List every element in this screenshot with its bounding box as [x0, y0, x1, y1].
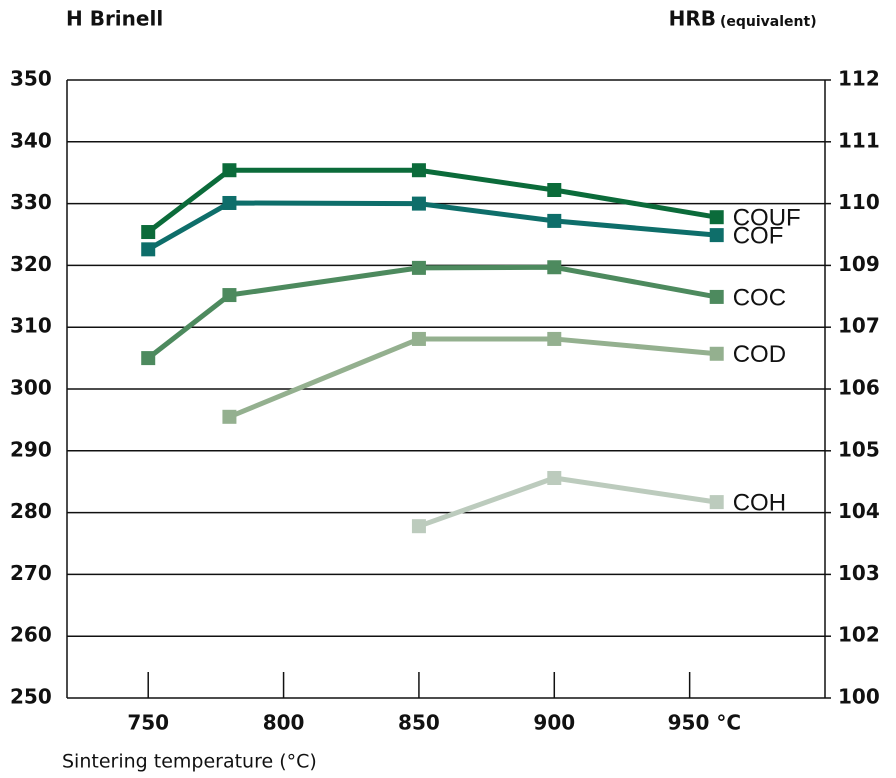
x-tick-label: 950 °C: [668, 711, 741, 735]
series-marker: [709, 495, 724, 510]
series-label: COD: [733, 341, 786, 368]
series-marker: [547, 470, 562, 485]
series-marker: [411, 519, 426, 534]
y-tick-label: 270: [10, 561, 52, 585]
series-marker: [709, 289, 724, 304]
y-tick-label: 280: [10, 499, 52, 523]
series-marker: [222, 163, 237, 178]
series-line: [418, 475, 718, 529]
x-tick-label: 900: [533, 711, 575, 735]
y-tick-label: 330: [10, 190, 52, 214]
series-marker: [222, 195, 237, 210]
series-marker: [709, 210, 724, 225]
y2-tick-label: 111: [838, 128, 880, 152]
y-axis-label: H Brinell: [66, 7, 163, 31]
series-marker: [411, 196, 426, 211]
y2-tick-label: 106: [838, 376, 880, 400]
y-tick-label: 260: [10, 623, 52, 647]
series-marker: [141, 225, 156, 240]
y2-tick-label: 102: [838, 623, 880, 647]
series-marker: [709, 228, 724, 243]
x-tick-label: 750: [127, 711, 169, 735]
series-marker: [222, 409, 237, 424]
y2-tick-label: 112: [838, 67, 880, 91]
x-tick-label: 800: [263, 711, 305, 735]
series-label: COC: [733, 284, 786, 311]
y2-tick-label: 105: [838, 437, 880, 461]
series-marker: [141, 242, 156, 257]
y2-tick-label: 103: [838, 561, 880, 585]
series-marker: [222, 288, 237, 303]
series-marker: [547, 183, 562, 198]
y2-axis-note: (equivalent): [720, 14, 817, 30]
y2-tick-label: 110: [838, 190, 880, 214]
y-tick-label: 290: [10, 437, 52, 461]
y2-axis-label: HRB: [669, 7, 716, 31]
y2-tick-label: 100: [838, 685, 880, 709]
x-axis-label: Sintering temperature (°C): [62, 751, 317, 773]
y-tick-label: 320: [10, 252, 52, 276]
y2-tick-label: 104: [838, 499, 880, 523]
y2-tick-label: 107: [838, 314, 880, 338]
x-tick-label: 850: [398, 711, 440, 735]
series-line: [228, 336, 717, 420]
y-tick-label: 250: [10, 685, 52, 709]
series-marker: [141, 351, 156, 366]
series-label: COH: [733, 489, 786, 516]
series-label: COF: [733, 222, 784, 249]
series-marker: [547, 213, 562, 228]
y-tick-label: 340: [10, 128, 52, 152]
y-tick-label: 300: [10, 376, 52, 400]
y-tick-label: 310: [10, 314, 52, 338]
series-marker: [547, 331, 562, 346]
series-marker: [411, 163, 426, 178]
series-marker: [411, 331, 426, 346]
series-marker: [547, 260, 562, 275]
series-marker: [411, 260, 426, 275]
y-tick-label: 350: [10, 67, 52, 91]
series-label: COUF: [733, 205, 801, 232]
series-marker: [709, 346, 724, 361]
y2-tick-label: 109: [838, 252, 880, 276]
